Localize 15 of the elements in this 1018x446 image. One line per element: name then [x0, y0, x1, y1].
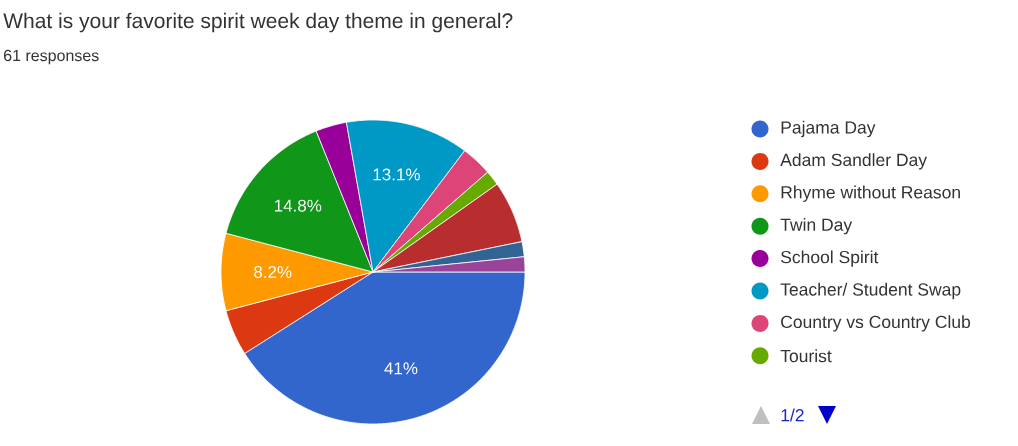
legend-label: Adam Sandler Day: [780, 153, 928, 170]
data-label: 13.1%: [373, 168, 420, 181]
legend-label: Twin Day: [780, 218, 853, 235]
legend-label: Teacher/ Student Swap: [780, 282, 961, 300]
data-label: 14.8%: [274, 199, 322, 212]
data-label: 8.2%: [254, 265, 292, 279]
legend-label: Country vs Country Club: [781, 315, 971, 332]
text: 1/2: [781, 408, 804, 422]
legend-label: Pajama Day: [781, 120, 876, 138]
chart-title: What is your favorite spirit week day theme in general?: [3, 12, 513, 33]
data-label: 41%: [384, 362, 418, 375]
legend-label: Tourist: [780, 349, 832, 363]
legend-label: School Spirit: [781, 250, 879, 267]
text: 61 responses: [4, 49, 99, 65]
legend-label: Rhyme without Reason: [781, 185, 960, 202]
